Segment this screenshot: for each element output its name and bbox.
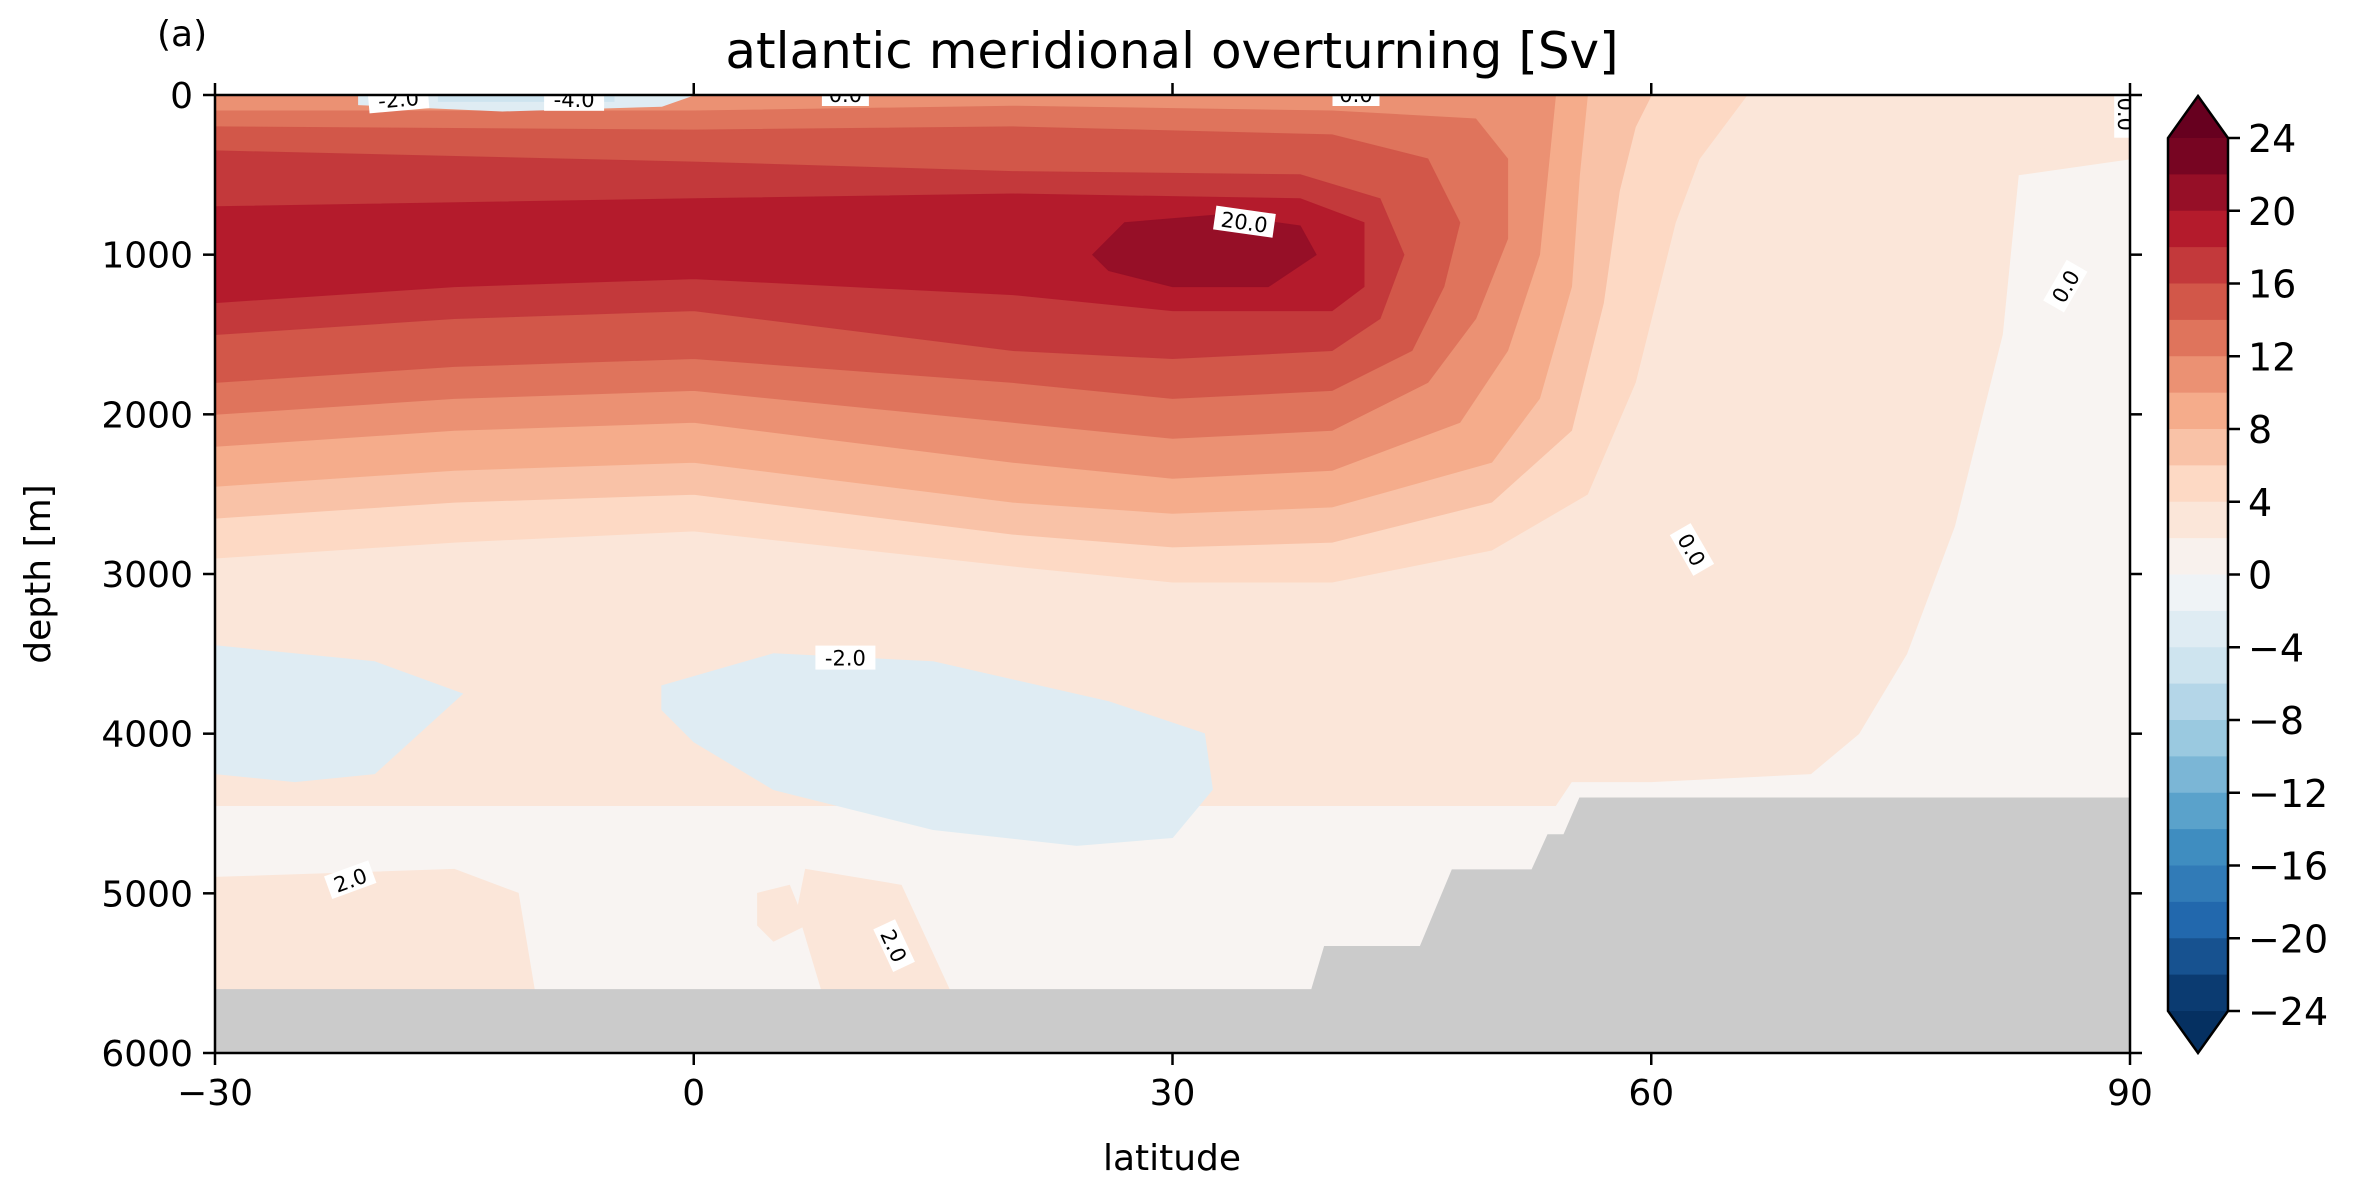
- x-axis-title: latitude: [1103, 1138, 1241, 1179]
- colorbar-band-9: [2168, 465, 2228, 503]
- colorbar-tick-label-3: 12: [2248, 335, 2296, 379]
- y-axis-title: depth [m]: [18, 484, 59, 663]
- colorbar-band-8: [2168, 429, 2228, 466]
- colorbar-band-5: [2168, 319, 2228, 357]
- x-tick-label-3: 60: [1628, 1073, 1674, 1114]
- y-tick-label-1: 1000: [101, 236, 193, 277]
- colorbar-band-6: [2168, 356, 2228, 394]
- contour-region-15: [215, 193, 1365, 312]
- colorbar-tick-label-9: −12: [2248, 772, 2328, 816]
- contour-label-8: -2.0: [815, 645, 876, 671]
- colorbar-band-22: [2168, 938, 2228, 976]
- x-axis: −30 0 30 60 90: [177, 83, 2153, 1114]
- contour-label-2: 0.0: [821, 83, 869, 107]
- panel-label: (a): [157, 14, 207, 55]
- chart-title: atlantic meridional overturning [Sv]: [725, 22, 1618, 80]
- contour-label-1: -4.0: [544, 88, 605, 112]
- svg-text:-2.0: -2.0: [825, 647, 866, 671]
- colorbar-band-14: [2168, 647, 2228, 685]
- colorbar-band-1: [2168, 174, 2228, 212]
- contour-label-4: 0.0: [2113, 95, 2137, 138]
- x-tick-label-4: 90: [2107, 1073, 2153, 1114]
- colorbar-tick-label-5: 4: [2248, 481, 2272, 525]
- colorbar-band-10: [2168, 501, 2228, 539]
- svg-text:0.0: 0.0: [2113, 97, 2137, 130]
- colorbar-band-0: [2168, 138, 2228, 175]
- colorbar-tick-label-11: −20: [2248, 917, 2328, 961]
- colorbar-extend-top: [2168, 96, 2228, 138]
- contour-region-2: [215, 868, 535, 990]
- colorbar-tick-label-8: −8: [2248, 699, 2304, 743]
- contour-region-6: [661, 653, 1213, 846]
- y-tick-label-4: 4000: [101, 715, 193, 756]
- colorbar-tick-label-6: 0: [2248, 554, 2272, 598]
- colorbar-band-13: [2168, 610, 2228, 648]
- contour-region-5: [215, 645, 464, 783]
- colorbar-tick-label-2: 16: [2248, 263, 2296, 307]
- colorbar-band-12: [2168, 574, 2228, 612]
- contour-label-3: 0.0: [1332, 83, 1380, 107]
- colorbar-band-15: [2168, 683, 2228, 721]
- contour-label-0: -2.0: [367, 86, 430, 114]
- colorbar-band-7: [2168, 392, 2228, 430]
- contour-region-3: [757, 884, 807, 942]
- y-tick-label-3: 3000: [101, 555, 193, 596]
- colorbar-band-2: [2168, 210, 2228, 248]
- colorbar-extend-bottom: [2168, 1011, 2228, 1053]
- bathymetry-mask: [215, 797, 2130, 1053]
- colorbar-tick-label-10: −16: [2248, 845, 2328, 889]
- y-tick-label-5: 5000: [101, 874, 193, 915]
- svg-text:-2.0: -2.0: [377, 86, 420, 113]
- colorbar-band-3: [2168, 247, 2228, 285]
- colorbar-band-23: [2168, 974, 2228, 1012]
- colorbar-tick-label-4: 8: [2248, 408, 2272, 452]
- colorbar-band-17: [2168, 756, 2228, 794]
- colorbar-band-16: [2168, 720, 2228, 757]
- colorbar: 24 20 16 12 8 4 0 −4 −8 −12 −16 −20 −24: [2166, 93, 2328, 1056]
- colorbar-tick-label-1: 20: [2248, 190, 2296, 234]
- colorbar-band-4: [2168, 283, 2228, 321]
- colorbar-tick-label-7: −4: [2248, 626, 2304, 670]
- colorbar-band-19: [2168, 829, 2228, 867]
- colorbar-band-11: [2168, 538, 2228, 576]
- y-axis: 0 1000 2000 3000 4000 5000 6000: [101, 76, 2142, 1075]
- colorbar-band-18: [2168, 792, 2228, 830]
- colorbar-band-20: [2168, 865, 2228, 903]
- plot-area: -2.0 -4.0 0.0 0.00.020.00.00.0-2.02.02.0: [215, 83, 2137, 1053]
- colorbar-tick-label-0: 24: [2248, 117, 2296, 161]
- y-tick-label-6: 6000: [101, 1034, 193, 1075]
- x-tick-label-2: 30: [1150, 1073, 1196, 1114]
- svg-text:0.0: 0.0: [1339, 83, 1372, 107]
- contour-regions: [215, 95, 2130, 1053]
- colorbar-band-21: [2168, 901, 2228, 939]
- x-tick-label-1: 0: [682, 1073, 705, 1114]
- x-tick-label-0: −30: [177, 1073, 253, 1114]
- y-tick-label-2: 2000: [101, 395, 193, 436]
- colorbar-tick-label-12: −24: [2248, 990, 2328, 1034]
- svg-text:0.0: 0.0: [829, 83, 862, 107]
- svg-text:-4.0: -4.0: [554, 88, 595, 112]
- y-tick-label-0: 0: [170, 76, 193, 117]
